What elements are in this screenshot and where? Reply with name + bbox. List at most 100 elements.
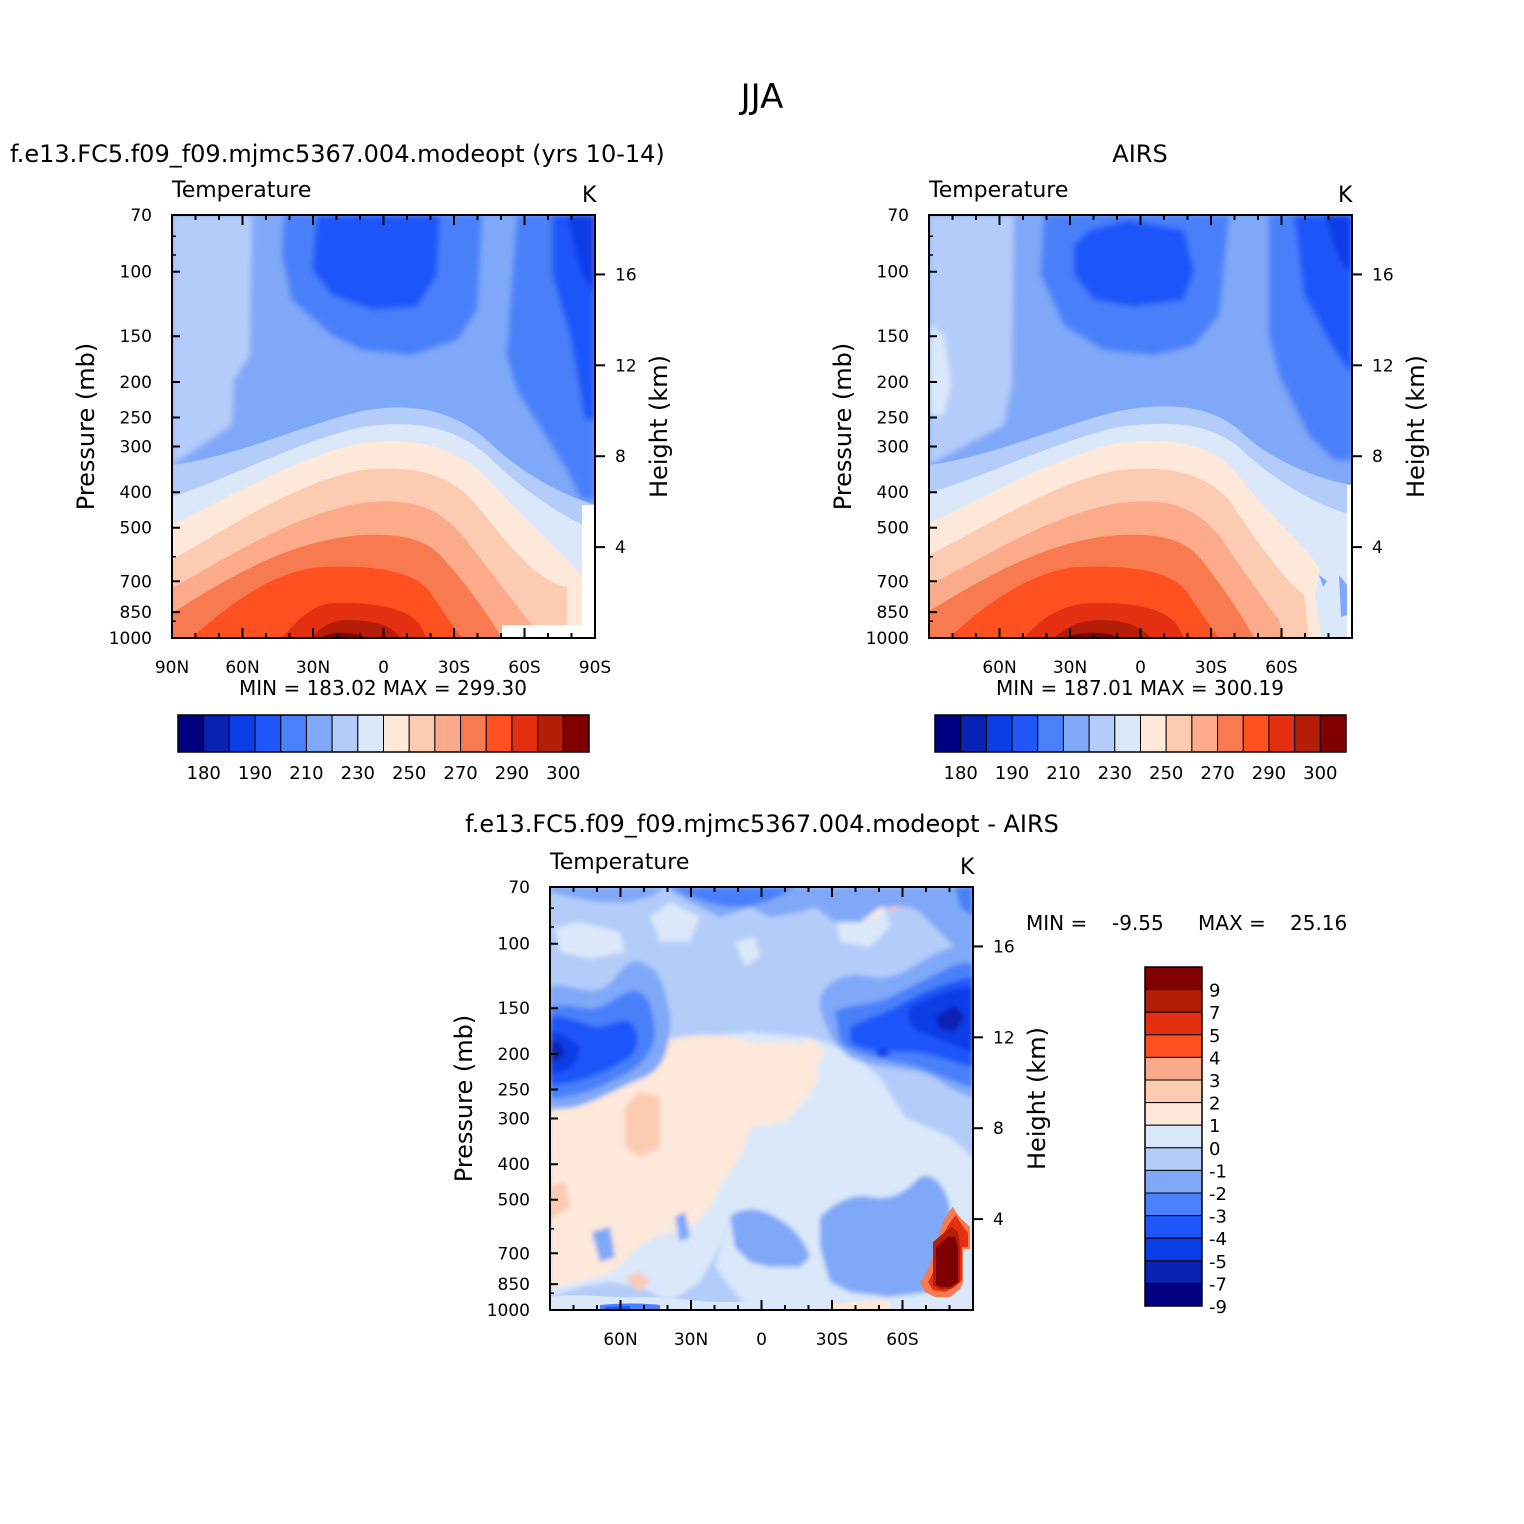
panel-model-title: f.e13.FC5.f09_f09.mjmc5367.004.modeopt (… [10, 140, 665, 168]
x-tick-label: 0 [756, 1330, 767, 1350]
y-tick-label: 1000 [109, 629, 152, 649]
y-right-tick-label: 4 [993, 1210, 1004, 1230]
panel-model-subtitle: Temperature [171, 178, 311, 203]
colorbar-swatch [280, 714, 307, 753]
x-tick-label: 60S [1265, 658, 1297, 678]
colorbar-swatch [1144, 1147, 1203, 1171]
y-tick-label: 700 [877, 572, 909, 592]
colorbar-swatch [1144, 1260, 1203, 1284]
panel-model-field [172, 215, 595, 638]
y-tick-label: 400 [877, 483, 909, 503]
x-tick-label: 90N [155, 658, 189, 678]
y-tick-label: 400 [120, 483, 152, 503]
colorbar-label: 250 [1149, 763, 1183, 784]
panel-diff-title: f.e13.FC5.f09_f09.mjmc5367.004.modeopt -… [465, 810, 1059, 838]
y-tick-label: 300 [498, 1109, 530, 1129]
colorbar-swatch [1144, 1192, 1203, 1217]
x-tick-label: 60N [982, 658, 1016, 678]
y-tick-label: 850 [498, 1275, 530, 1295]
colorbar-swatch [1037, 714, 1064, 753]
colorbar-swatch [1217, 714, 1244, 753]
colorbar-swatch [177, 714, 205, 753]
colorbar-swatch [434, 714, 462, 753]
y-tick-label: 250 [498, 1080, 530, 1100]
colorbar-swatch [1165, 714, 1193, 753]
colorbar-swatch [960, 714, 987, 753]
colorbar-label: -5 [1209, 1252, 1227, 1273]
colorbar-label: 230 [341, 763, 375, 784]
colorbar-label: 1 [1209, 1116, 1220, 1137]
y-tick-label: 100 [877, 263, 909, 283]
y-tick-label: 200 [498, 1045, 530, 1065]
y-tick-label: 500 [877, 519, 909, 539]
panel-airs-units: K [1338, 183, 1353, 208]
colorbar-swatch [1140, 714, 1167, 753]
colorbar-swatch [228, 714, 256, 753]
panel-diff: f.e13.FC5.f09_f09.mjmc5367.004.modeopt -… [450, 810, 1347, 1350]
colorbar-label: 270 [1200, 763, 1234, 784]
y-tick-label: 850 [877, 603, 909, 623]
colorbar-swatch [511, 714, 539, 753]
colorbar-label: 7 [1209, 1003, 1220, 1024]
colorbar-swatch [1114, 714, 1141, 753]
colorbar-swatch [1319, 714, 1347, 753]
y-right-tick-label: 12 [1372, 356, 1394, 376]
colorbar-swatch [1144, 1102, 1203, 1126]
colorbar-swatch [1144, 966, 1203, 991]
y-right-axis-label: Height (km) [1402, 355, 1430, 498]
y-tick-label: 400 [498, 1155, 530, 1175]
colorbar-frame [177, 714, 590, 753]
figure-title: JJA [739, 77, 784, 117]
colorbar-label: 290 [495, 763, 529, 784]
colorbar-swatch [460, 714, 487, 753]
y-right-axis-label: Height (km) [1023, 1027, 1051, 1170]
x-tick-label: 30N [296, 658, 330, 678]
y-right-tick-label: 8 [615, 447, 626, 467]
panel-airs-title: AIRS [1112, 140, 1167, 168]
y-tick-label: 200 [877, 373, 909, 393]
colorbar-label: 180 [187, 763, 221, 784]
x-tick-label: 60N [603, 1330, 637, 1350]
colorbar-swatch [1062, 714, 1090, 753]
y-tick-label: 150 [498, 999, 530, 1019]
y-tick-label: 1000 [487, 1301, 530, 1321]
panel-diff-min-value: -9.55 [1112, 911, 1164, 935]
y-tick-label: 70 [887, 206, 909, 226]
panel-model-minmax: MIN = 183.02 MAX = 299.30 [239, 676, 527, 700]
colorbar-swatch [1268, 714, 1296, 753]
colorbar-swatch [934, 714, 962, 753]
colorbar-label: 300 [546, 763, 580, 784]
colorbar-swatch [485, 714, 513, 753]
y-right-axis-label: Height (km) [645, 355, 673, 498]
colorbar-swatch [985, 714, 1013, 753]
colorbar-swatch [203, 714, 230, 753]
y-tick-label: 150 [120, 327, 152, 347]
colorbar-label: 300 [1303, 763, 1337, 784]
colorbar-label: -2 [1209, 1184, 1227, 1205]
colorbar-swatch [1144, 1079, 1203, 1104]
colorbar-label: 5 [1209, 1026, 1220, 1047]
colorbar-swatch [1144, 1011, 1203, 1036]
y-right-tick-label: 12 [993, 1028, 1015, 1048]
y-right-tick-label: 16 [993, 937, 1015, 957]
colorbar-swatch [1144, 1124, 1203, 1149]
colorbar-label: 210 [289, 763, 323, 784]
y-tick-label: 700 [120, 572, 152, 592]
colorbar-swatch [1144, 1169, 1203, 1194]
y-tick-label: 300 [120, 437, 152, 457]
x-tick-label: 60N [225, 658, 259, 678]
colorbar-label: 230 [1098, 763, 1132, 784]
colorbar-swatch [1088, 714, 1116, 753]
y-tick-label: 70 [508, 878, 530, 898]
colorbar-label: 0 [1209, 1139, 1220, 1160]
y-tick-label: 1000 [866, 629, 909, 649]
x-tick-label: 30N [674, 1330, 708, 1350]
panel-airs-colorbar: 180 190 210 230 250 270 290 300 [934, 714, 1347, 784]
colorbar-label: 210 [1046, 763, 1080, 784]
x-tick-label: 0 [1135, 658, 1146, 678]
panel-airs: AIRS Temperature K [829, 140, 1430, 784]
colorbar-label: -7 [1209, 1274, 1227, 1295]
colorbar-swatch [1144, 1237, 1203, 1262]
colorbar-swatch [357, 714, 384, 753]
x-tick-label: 30N [1053, 658, 1087, 678]
